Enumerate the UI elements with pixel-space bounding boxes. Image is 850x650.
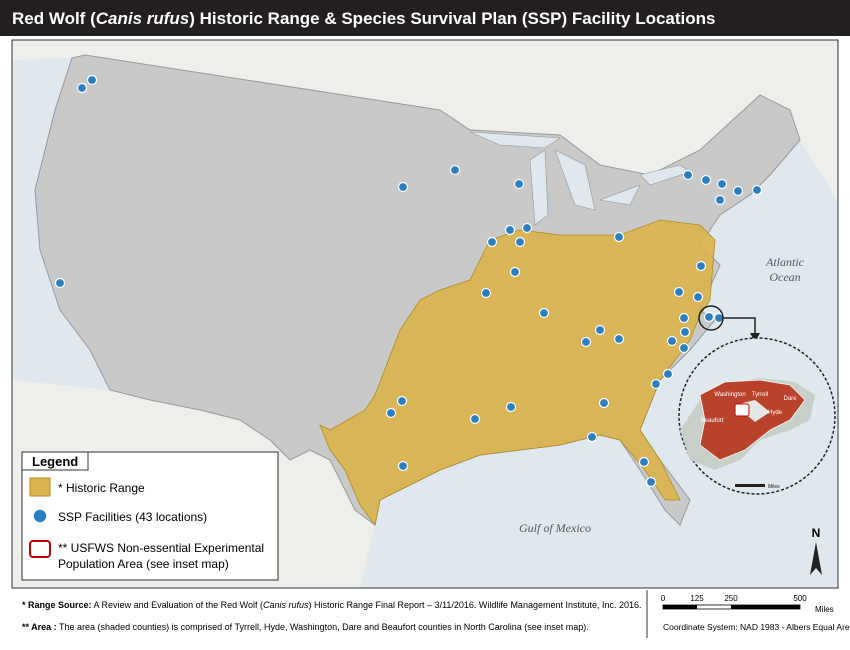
facility-dot (716, 178, 728, 190)
facility-dot (678, 312, 690, 324)
scale-tick: 500 (793, 594, 807, 603)
facility-dot (538, 307, 550, 319)
legend-item: * Historic Range (58, 481, 145, 495)
ocean-label: Ocean (769, 270, 800, 284)
footnote-label: ** Area : (22, 622, 57, 632)
title: Red Wolf (Canis rufus) Historic Range & … (12, 9, 715, 28)
facility-dot (662, 368, 674, 380)
scale-unit: Miles (815, 605, 834, 614)
title-bar (0, 0, 850, 36)
scale-tick: 250 (724, 594, 738, 603)
facility-dot (397, 460, 409, 472)
facility-dot (638, 456, 650, 468)
facility-dot (54, 277, 66, 289)
facility-dot (449, 164, 461, 176)
scale-bar-segment (731, 605, 800, 609)
footnote: * Range Source: A Review and Evaluation … (22, 600, 642, 610)
facility-dot (666, 335, 678, 347)
facility-dot (714, 194, 726, 206)
ocean-label: Atlantic (765, 255, 805, 269)
footnote: ** Area : The area (shaded counties) is … (22, 622, 589, 632)
county-label: Washington (714, 392, 745, 398)
scale-bar-segment (663, 605, 697, 609)
legend-swatch (29, 540, 51, 558)
facility-dot (385, 407, 397, 419)
canada (13, 41, 837, 200)
facility-dot (514, 236, 526, 248)
facility-dot (513, 178, 525, 190)
facility-dot (682, 169, 694, 181)
facility-dot (650, 378, 662, 390)
historic-range (319, 219, 716, 526)
facility-dot (678, 342, 690, 354)
legend-item: Population Area (see inset map) (58, 557, 229, 571)
legend-item: ** USFWS Non-essential Experimental (58, 541, 264, 555)
footnote-text: The area (shaded counties) is comprised … (59, 622, 589, 632)
legend-title-box (21, 451, 89, 471)
scale-tick: 125 (690, 594, 704, 603)
footnote-text: Canis rufus (263, 600, 309, 610)
inset-scale (735, 484, 765, 487)
facility-dot (396, 395, 408, 407)
facility-dot (594, 324, 606, 336)
inset-icon (734, 403, 750, 417)
facility-dot (509, 266, 521, 278)
north-label: N (812, 526, 821, 540)
facility-dot (504, 224, 516, 236)
facility-dot (480, 287, 492, 299)
legend-swatch (29, 477, 51, 497)
facility-dot (397, 181, 409, 193)
title-part: ) Historic Range & Species Survival Plan… (189, 9, 715, 28)
facility-dot (598, 397, 610, 409)
title-part: Red Wolf ( (12, 9, 96, 28)
inset-arrow (723, 317, 756, 335)
facility-dot (86, 74, 98, 86)
inset-scale-unit: Miles (768, 484, 780, 490)
facility-dot (645, 476, 657, 488)
facility-dot (703, 311, 715, 323)
footnote-label: * Range Source: (22, 600, 92, 610)
facility-dot (586, 431, 598, 443)
facility-dot (695, 260, 707, 272)
facility-dot (751, 184, 763, 196)
facility-dot (700, 174, 712, 186)
great-lakes (469, 131, 691, 226)
legend-box (21, 451, 279, 581)
legend-title: Legend (32, 454, 78, 469)
footnote-text: ) Historic Range Final Report – 3/11/201… (309, 600, 642, 610)
facility-dot (679, 326, 691, 338)
legend-swatch (32, 508, 48, 524)
facility-dot (76, 82, 88, 94)
facility-dot (521, 222, 533, 234)
facility-dot (732, 185, 744, 197)
facility-dot (469, 413, 481, 425)
legend-item: SSP Facilities (43 locations) (58, 510, 207, 524)
facility-dot (673, 286, 685, 298)
coordinate-system: Coordinate System: NAD 1983 - Albers Equ… (663, 622, 850, 632)
gulf-label: Gulf of Mexico (519, 521, 591, 535)
county-label: Tyrrell (752, 392, 768, 398)
footnote-text: A Review and Evaluation of the Red Wolf … (94, 600, 263, 610)
facility-dot (505, 401, 517, 413)
facility-dot (692, 291, 704, 303)
facility-dot (486, 236, 498, 248)
inset-counties (699, 379, 806, 461)
inset-arrowhead (750, 333, 760, 342)
county-label: Hyde (768, 410, 783, 416)
county-label: Beaufort (701, 418, 724, 424)
facility-dot (613, 231, 625, 243)
facility-dot (580, 336, 592, 348)
north-arrow (810, 542, 822, 575)
title-part: Canis rufus (96, 9, 190, 28)
county-label: Dare (783, 396, 797, 402)
scale-tick: 0 (661, 594, 666, 603)
facility-dot (613, 333, 625, 345)
